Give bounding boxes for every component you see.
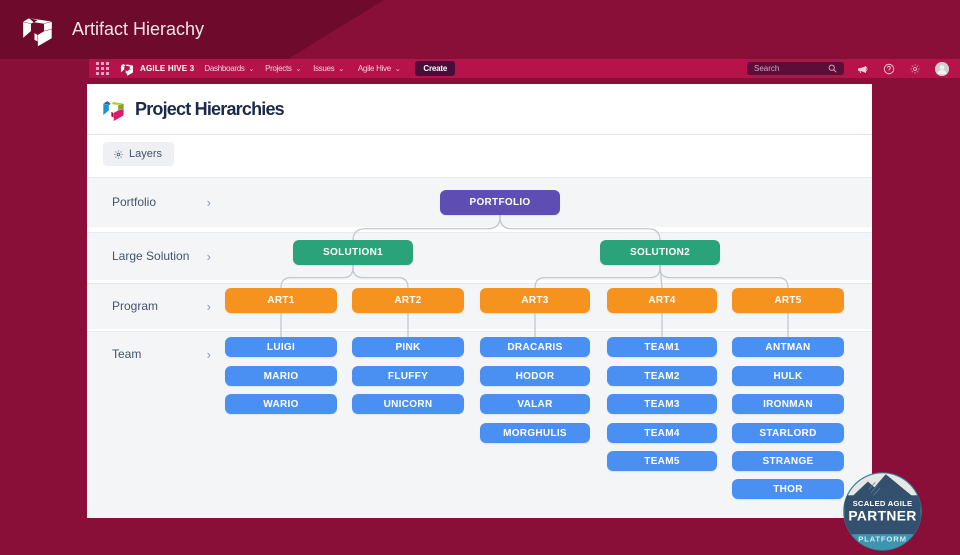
svg-text:PLATFORM: PLATFORM bbox=[858, 534, 907, 543]
svg-text:PARTNER: PARTNER bbox=[848, 508, 916, 523]
svg-text:SCALED AGILE: SCALED AGILE bbox=[853, 499, 913, 508]
